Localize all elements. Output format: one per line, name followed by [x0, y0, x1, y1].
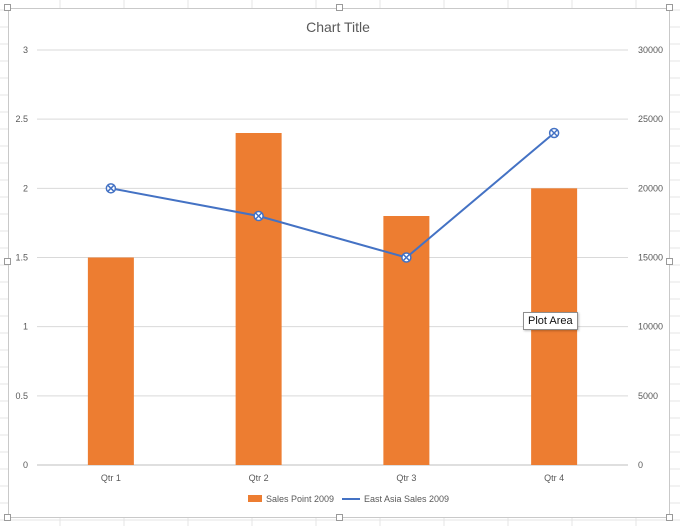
y2-tick-label: 10000 — [638, 322, 663, 332]
y-tick-label: 1 — [23, 322, 28, 332]
resize-handle-top-left[interactable] — [4, 4, 11, 11]
x-tick-label: Qtr 1 — [101, 473, 121, 483]
resize-handle-bottom-left[interactable] — [4, 514, 11, 521]
chart-title[interactable]: Chart Title — [306, 19, 370, 35]
x-tick-label: Qtr 2 — [249, 473, 269, 483]
x-tick-label: Qtr 4 — [544, 473, 564, 483]
y2-tick-label: 30000 — [638, 45, 663, 55]
resize-handle-top-right[interactable] — [666, 4, 673, 11]
legend-label: East Asia Sales 2009 — [364, 494, 449, 504]
legend-item-east-asia-sales-2009[interactable]: East Asia Sales 2009 — [342, 494, 449, 504]
x-tick-label: Qtr 3 — [396, 473, 416, 483]
y-tick-label: 2 — [23, 183, 28, 193]
line-series — [105, 127, 560, 263]
gridlines — [37, 49, 628, 466]
plot-area-tooltip: Plot Area — [523, 312, 578, 330]
line-point[interactable] — [253, 210, 264, 222]
y-axis-left: 0 0.5 1 1.5 2 2.5 3 — [15, 45, 28, 470]
line-point[interactable] — [401, 252, 412, 263]
y2-tick-label: 25000 — [638, 114, 663, 124]
legend-item-sales-point-2009[interactable]: Sales Point 2009 — [248, 494, 334, 504]
y2-tick-label: 5000 — [638, 391, 658, 401]
bar[interactable] — [87, 257, 134, 466]
legend-swatch-bar — [248, 495, 262, 502]
x-axis: Qtr 1 Qtr 2 Qtr 3 Qtr 4 — [101, 473, 564, 483]
line-point[interactable] — [548, 127, 560, 139]
bar[interactable] — [235, 133, 282, 465]
y-tick-label: 3 — [23, 45, 28, 55]
y-axis-right: 0 5000 10000 15000 20000 25000 30000 — [638, 45, 663, 470]
legend[interactable]: Sales Point 2009 East Asia Sales 2009 — [248, 494, 449, 504]
resize-handle-right[interactable] — [666, 258, 673, 265]
legend-label: Sales Point 2009 — [266, 494, 334, 504]
y-tick-label: 0 — [23, 460, 28, 470]
resize-handle-left[interactable] — [4, 258, 11, 265]
resize-handle-bottom-right[interactable] — [666, 514, 673, 521]
resize-handle-bottom[interactable] — [336, 514, 343, 521]
line-point[interactable] — [105, 183, 117, 194]
bar-series — [87, 133, 578, 466]
y2-tick-label: 15000 — [638, 253, 663, 263]
y2-tick-label: 20000 — [638, 183, 663, 193]
series-line[interactable] — [110, 132, 555, 259]
y-tick-label: 1.5 — [15, 253, 28, 263]
y2-tick-label: 0 — [638, 460, 643, 470]
resize-handle-top[interactable] — [336, 4, 343, 11]
y-tick-label: 2.5 — [15, 114, 28, 124]
y-tick-label: 0.5 — [15, 391, 28, 401]
